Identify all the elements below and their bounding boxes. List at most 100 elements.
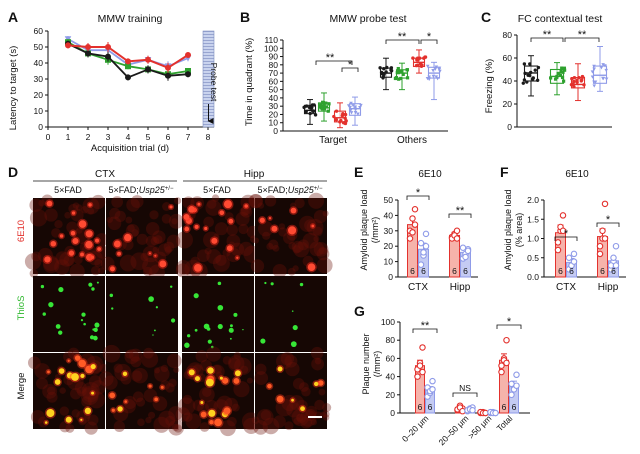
sig-bracket [496, 324, 522, 329]
blue-data-point [427, 75, 431, 79]
tissue-texture [246, 377, 253, 384]
plaque-merge [160, 385, 164, 389]
tissue-texture [59, 252, 75, 267]
blue-data-point [590, 75, 595, 79]
y-tick-label: 110 [264, 35, 278, 45]
green-data-point [553, 77, 558, 81]
tissue-texture [143, 388, 158, 403]
tissue-texture [157, 243, 171, 257]
tissue-texture [250, 259, 265, 273]
tissue-texture [211, 194, 220, 202]
tissue-texture [46, 386, 56, 396]
black-data-point [381, 76, 385, 80]
plaque-merge [200, 411, 207, 418]
plaque-thios [203, 323, 210, 330]
tissue-texture [281, 394, 298, 412]
tissue-texture [222, 248, 231, 257]
plaque-thios [111, 307, 114, 310]
tissue-texture [143, 266, 153, 277]
plaque-merge [291, 398, 294, 402]
tissue-texture [29, 269, 39, 278]
blue-data-point [610, 254, 617, 262]
tissue-texture [132, 367, 148, 384]
y-tick-label: 20 [269, 109, 279, 119]
plaque-thios [40, 284, 45, 289]
tissue-texture [278, 223, 286, 230]
tissue-texture [262, 417, 280, 435]
plaque-thios [58, 286, 64, 293]
green-data-point [324, 101, 328, 105]
tissue-texture [264, 195, 277, 207]
panel-c-letter: C [481, 9, 491, 25]
tissue-texture [255, 363, 267, 375]
y-tick-label: 60 [34, 26, 44, 36]
green-data-point [185, 68, 191, 74]
green-data-point [322, 103, 326, 108]
tissue-texture [206, 199, 217, 209]
red-data-point [453, 235, 461, 242]
tissue-texture [80, 387, 99, 406]
blue-data-point [592, 64, 596, 69]
micrograph-tile [255, 276, 327, 352]
tissue-texture [90, 266, 101, 276]
plaque-6e10 [223, 200, 232, 209]
plaque-merge [67, 359, 70, 362]
plaque-6e10 [311, 224, 315, 228]
tissue-texture [313, 235, 320, 242]
tissue-texture [230, 242, 245, 257]
green-data-point [405, 76, 410, 80]
tissue-texture [106, 216, 113, 223]
green-data-point [393, 76, 398, 81]
tissue-texture [82, 385, 99, 403]
blue-data-point [346, 104, 351, 108]
tissue-texture [280, 351, 295, 366]
tissue-texture [203, 231, 220, 249]
red-data-point [416, 58, 420, 62]
plaque-merge [46, 408, 55, 418]
tissue-texture [205, 199, 222, 216]
tissue-texture [63, 254, 75, 267]
y-tick-label: 50 [34, 42, 44, 52]
blue-data-point [604, 77, 609, 81]
tissue-texture [99, 363, 109, 373]
tissue-texture [129, 348, 143, 362]
y-tick-label: 20 [384, 241, 394, 251]
tissue-texture [143, 347, 154, 359]
green-data-point [399, 76, 403, 81]
plaque-merge [318, 380, 324, 386]
tissue-texture [231, 403, 240, 412]
blue-data-point [590, 70, 595, 74]
green-data-point [326, 109, 330, 113]
tissue-texture [145, 235, 158, 247]
tissue-texture [318, 246, 327, 255]
red-data-point [341, 112, 345, 116]
panel-f-letter: F [500, 164, 509, 180]
sig-mark: ** [398, 31, 407, 43]
plaque-thios [42, 312, 46, 316]
sample-size-label: 6 [558, 266, 563, 276]
green-data-point [327, 102, 331, 106]
tissue-texture [74, 381, 87, 394]
red-data-point [416, 362, 424, 369]
tissue-texture [322, 410, 330, 418]
tissue-texture [228, 357, 241, 370]
y-tick-label: 0.5 [527, 253, 539, 263]
tissue-texture [136, 233, 148, 245]
panel-f-ylabel-unit: (% area) [514, 213, 524, 248]
y-tick-label: 20 [34, 90, 44, 100]
blue-data-point [601, 76, 606, 81]
tissue-texture [182, 196, 195, 209]
y-tick-label: 1.0 [527, 234, 539, 244]
red-data-point [414, 373, 421, 380]
blue-data-point [359, 103, 363, 108]
plaque-thios [96, 281, 99, 284]
sig-mark: * [416, 187, 421, 199]
tissue-texture [226, 224, 238, 236]
x-tick-label: 0 [46, 132, 51, 142]
micrograph-grid [24, 192, 333, 437]
blue-data-point [513, 371, 520, 379]
red-data-point [559, 227, 567, 235]
tissue-texture [135, 397, 146, 407]
plaque-6e10 [219, 210, 225, 216]
red-data-point [411, 221, 419, 228]
